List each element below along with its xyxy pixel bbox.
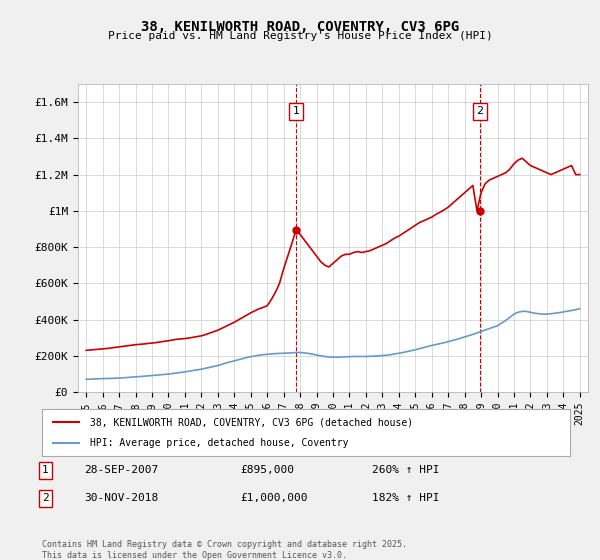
Text: 28-SEP-2007: 28-SEP-2007	[84, 465, 158, 475]
Text: 1: 1	[292, 106, 299, 116]
Text: 2: 2	[476, 106, 484, 116]
Text: 38, KENILWORTH ROAD, COVENTRY, CV3 6PG (detached house): 38, KENILWORTH ROAD, COVENTRY, CV3 6PG (…	[89, 417, 413, 427]
Text: £895,000: £895,000	[240, 465, 294, 475]
Text: 38, KENILWORTH ROAD, COVENTRY, CV3 6PG: 38, KENILWORTH ROAD, COVENTRY, CV3 6PG	[141, 20, 459, 34]
Text: 182% ↑ HPI: 182% ↑ HPI	[372, 493, 439, 503]
Text: 260% ↑ HPI: 260% ↑ HPI	[372, 465, 439, 475]
Text: 1: 1	[42, 465, 49, 475]
Text: HPI: Average price, detached house, Coventry: HPI: Average price, detached house, Cove…	[89, 438, 348, 448]
Text: Contains HM Land Registry data © Crown copyright and database right 2025.
This d: Contains HM Land Registry data © Crown c…	[42, 540, 407, 560]
Text: 2: 2	[42, 493, 49, 503]
Text: Price paid vs. HM Land Registry's House Price Index (HPI): Price paid vs. HM Land Registry's House …	[107, 31, 493, 41]
Text: 30-NOV-2018: 30-NOV-2018	[84, 493, 158, 503]
Text: £1,000,000: £1,000,000	[240, 493, 308, 503]
